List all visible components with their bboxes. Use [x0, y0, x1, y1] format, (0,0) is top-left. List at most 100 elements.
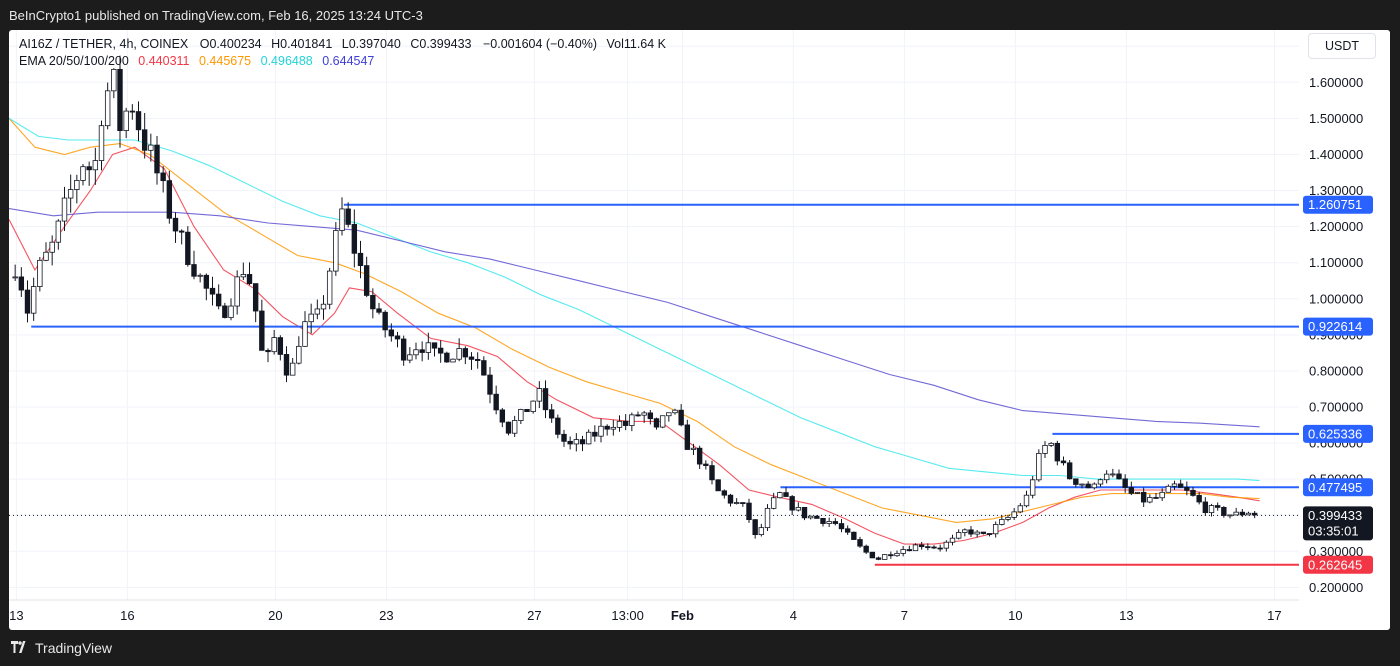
candle-body — [647, 412, 654, 420]
candle-body — [80, 166, 86, 181]
candle-body — [283, 354, 290, 376]
candle-body — [185, 231, 191, 265]
candle-body — [807, 515, 814, 519]
x-tick-label: 7 — [901, 608, 908, 623]
candle-body — [826, 521, 832, 524]
close-label: C — [410, 37, 420, 51]
candle-body — [931, 546, 937, 549]
last-price-badge[interactable] — [1303, 506, 1373, 541]
candle-body — [1196, 495, 1202, 503]
candle-body — [1221, 507, 1227, 516]
candle-body — [1085, 483, 1091, 489]
candle-body — [690, 447, 697, 450]
candle-body — [715, 479, 721, 492]
candle-body — [795, 507, 802, 511]
candle-body — [721, 490, 728, 496]
candle-body — [345, 208, 351, 225]
candle-body — [425, 342, 432, 353]
candle-body — [561, 433, 567, 442]
candle-body — [764, 507, 771, 529]
candle-body — [820, 517, 826, 524]
candle-body — [98, 125, 105, 161]
candle-body — [1054, 442, 1061, 462]
candle-body — [191, 264, 197, 277]
candle-body — [801, 507, 808, 519]
symbol-line[interactable]: AI16Z / TETHER, 4h, COINEX — [19, 37, 189, 51]
candle-body — [1153, 497, 1159, 499]
chart-panel[interactable]: 1.7000001.6000001.5000001.4000001.300000… — [9, 30, 1390, 630]
candle-body — [962, 529, 968, 533]
candle-body — [481, 360, 487, 376]
y-tick-label: 1.300000 — [1309, 183, 1363, 198]
candle-body — [259, 310, 265, 351]
candle-body — [1251, 512, 1258, 516]
candle-body — [616, 420, 623, 428]
currency-button[interactable]: USDT — [1308, 33, 1376, 59]
open-label: O — [199, 37, 210, 51]
candle-body — [838, 523, 845, 530]
low-value: 0.397040 — [348, 37, 401, 51]
candle-body — [135, 111, 142, 131]
candle-body — [203, 274, 210, 289]
candle-body — [746, 502, 752, 521]
y-tick-label: 0.700000 — [1309, 399, 1363, 414]
ohlc-row: AI16Z / TETHER, 4h, COINEX O0.400234 H0.… — [19, 36, 668, 53]
candle-body — [1233, 511, 1239, 516]
level-badge[interactable] — [1303, 195, 1373, 214]
candle-body — [789, 496, 795, 511]
candle-body — [450, 358, 456, 363]
level-badge[interactable] — [1303, 478, 1373, 497]
candle-body — [333, 230, 339, 272]
level-badge[interactable] — [1303, 317, 1373, 336]
candle-body — [376, 308, 382, 313]
level-badge-label: 0.262645 — [1308, 557, 1362, 572]
price-chart[interactable]: 1.7000001.6000001.5000001.4000001.300000… — [9, 30, 1390, 630]
level-badge[interactable] — [1303, 555, 1373, 574]
candle-body — [548, 409, 555, 419]
candle-body — [104, 90, 111, 127]
y-tick-label: 1.000000 — [1309, 291, 1363, 306]
x-tick-label: 13 — [9, 608, 23, 623]
candle-body — [955, 532, 962, 539]
candle-body — [493, 393, 499, 411]
tick-17: 17 — [1267, 608, 1281, 623]
candle-body — [949, 537, 956, 543]
candle-body — [906, 549, 913, 552]
candle-body — [314, 308, 321, 315]
candle-body — [388, 329, 395, 337]
candle-body — [413, 349, 419, 356]
candle-body — [709, 465, 715, 481]
level-badge[interactable] — [1303, 424, 1373, 443]
level-badge-label: 0.625336 — [1308, 426, 1362, 441]
candle-body — [407, 354, 413, 361]
candle-body — [394, 335, 401, 340]
level-badge-label: 0.477495 — [1308, 480, 1362, 495]
candle-body — [1060, 460, 1067, 464]
candle-body — [1128, 487, 1135, 494]
close-value: 0.399433 — [419, 37, 472, 51]
x-tick-label: 20 — [268, 608, 282, 623]
x-tick-label: 10 — [1008, 608, 1022, 623]
candle-body — [92, 160, 99, 171]
candle-body — [61, 197, 68, 222]
footer-brand[interactable]: TradingView — [11, 638, 112, 658]
candle-body — [1214, 505, 1221, 508]
x-tick-label: Feb — [671, 608, 694, 623]
candle-body — [635, 414, 641, 417]
candle-body — [696, 447, 703, 465]
candle-body — [43, 251, 49, 261]
candle-body — [178, 230, 185, 233]
candle-body — [117, 68, 123, 131]
candle-body — [992, 524, 999, 535]
candle-body — [1190, 489, 1196, 496]
candle-body — [629, 414, 635, 426]
candle-body — [246, 274, 253, 284]
candle-body — [55, 220, 62, 243]
candle-body — [1023, 494, 1030, 507]
candle-body — [622, 420, 629, 426]
candle-body — [123, 110, 129, 131]
candle-body — [215, 293, 222, 307]
ema-label[interactable]: EMA 20/50/100/200 — [19, 54, 129, 68]
candle-body — [166, 180, 173, 219]
